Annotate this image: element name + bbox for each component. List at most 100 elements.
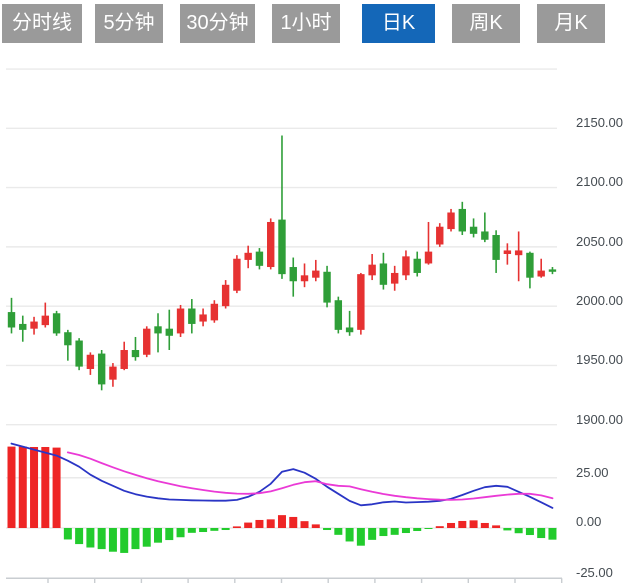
candle-down	[469, 226, 478, 234]
macd-bar-positive	[18, 446, 27, 528]
candle-up	[120, 350, 128, 369]
candle-up	[176, 308, 185, 334]
tab-5min[interactable]: 5分钟	[95, 4, 163, 43]
macd-bar-negative	[424, 528, 433, 529]
timeframe-tabbar: 分时线 5分钟 30分钟 1小时 日K 周K 月K	[0, 0, 625, 58]
macd-bar-negative	[142, 528, 151, 547]
candle-down	[64, 332, 72, 346]
candle-up	[424, 251, 433, 264]
macd-bar-negative	[537, 528, 546, 539]
tab-timeline[interactable]: 分时线	[2, 4, 82, 43]
candle-down	[97, 353, 106, 385]
macd-tick-25: 25.00	[576, 465, 609, 480]
tab-30min[interactable]: 30分钟	[180, 4, 255, 43]
tab-daily[interactable]: 日K	[362, 4, 435, 43]
candle-up	[267, 221, 275, 268]
macd-dea-line	[66, 451, 554, 501]
candle-up	[300, 275, 309, 282]
macd-bar-positive	[41, 446, 50, 528]
tab-weekly[interactable]: 周K	[452, 4, 520, 43]
macd-bar-negative	[120, 528, 129, 553]
tab-1hour[interactable]: 1小时	[272, 4, 340, 43]
candle-up	[357, 274, 365, 330]
macd-bar-negative	[75, 528, 84, 545]
candle-down	[548, 269, 557, 272]
macd-bar-negative	[525, 528, 534, 536]
macd-tick-neg25: -25.00	[576, 565, 613, 580]
candle-up	[390, 272, 399, 284]
candle-up	[199, 314, 207, 322]
candle-down	[458, 208, 466, 232]
candle-up	[233, 258, 241, 291]
macd-bar-positive	[469, 520, 478, 528]
candle-up	[41, 315, 50, 326]
candle-up	[312, 270, 320, 278]
candle-down	[526, 252, 534, 278]
macd-bar-negative	[368, 528, 377, 540]
macd-bar-negative	[514, 528, 523, 534]
candle-up	[503, 250, 512, 254]
price-tick-2100: 2100.00	[576, 174, 623, 189]
candle-down	[278, 219, 286, 275]
macd-bar-negative	[165, 528, 174, 541]
candle-down	[379, 263, 388, 285]
candle-down	[413, 258, 421, 273]
candle-down	[7, 312, 16, 328]
macd-bar-positive	[232, 526, 241, 528]
macd-dif-line	[10, 442, 554, 509]
macd-bar-positive	[492, 525, 501, 528]
candle-up	[109, 366, 117, 380]
macd-bar-positive	[435, 526, 444, 528]
macd-bar-positive	[300, 521, 309, 528]
macd-bar-positive	[458, 520, 467, 528]
candle-down	[289, 267, 297, 282]
candle-down	[492, 235, 500, 260]
candle-down	[52, 313, 61, 334]
macd-bar-positive	[447, 522, 456, 528]
macd-bar-negative	[503, 528, 512, 531]
macd-bar-negative	[221, 528, 230, 531]
macd-bar-negative	[390, 528, 399, 535]
macd-bar-negative	[413, 528, 422, 532]
macd-bar-positive	[480, 522, 489, 528]
macd-bar-negative	[379, 528, 388, 537]
candle-down	[188, 308, 196, 324]
price-tick-2050: 2050.00	[576, 234, 623, 249]
candle-up	[402, 256, 410, 276]
macd-bar-negative	[548, 528, 557, 540]
candle-up	[221, 284, 230, 307]
candle-down	[255, 251, 264, 266]
candle-down	[481, 231, 489, 240]
candle-up	[436, 226, 444, 245]
tab-monthly[interactable]: 月K	[537, 4, 605, 43]
macd-bar-negative	[345, 528, 354, 542]
macd-bar-negative	[199, 528, 208, 533]
candle-down	[19, 323, 27, 330]
macd-bar-positive	[30, 446, 39, 528]
macd-bar-negative	[108, 528, 117, 552]
candle-down	[334, 300, 343, 330]
macd-bar-positive	[7, 446, 16, 528]
price-tick-1900: 1900.00	[576, 412, 623, 427]
macd-bar-positive	[311, 524, 320, 528]
macd-bar-positive	[277, 515, 286, 528]
macd-bar-positive	[244, 522, 253, 528]
candle-down	[131, 350, 140, 358]
macd-bar-negative	[176, 528, 185, 538]
macd-bar-positive	[52, 447, 61, 528]
macd-bar-negative	[334, 528, 343, 535]
price-tick-2150: 2150.00	[576, 115, 623, 130]
macd-bar-negative	[401, 528, 410, 534]
macd-bar-negative	[154, 528, 163, 543]
candle-up	[244, 252, 252, 260]
candle-up	[210, 303, 219, 321]
candle-up	[86, 354, 95, 369]
candle-up	[143, 328, 151, 355]
macd-bar-negative	[356, 528, 365, 546]
macd-tick-0: 0.00	[576, 514, 602, 529]
macd-bar-negative	[210, 528, 219, 531]
macd-bar-negative	[187, 528, 196, 533]
macd-bar-negative	[97, 528, 106, 550]
candle-up	[368, 264, 376, 276]
